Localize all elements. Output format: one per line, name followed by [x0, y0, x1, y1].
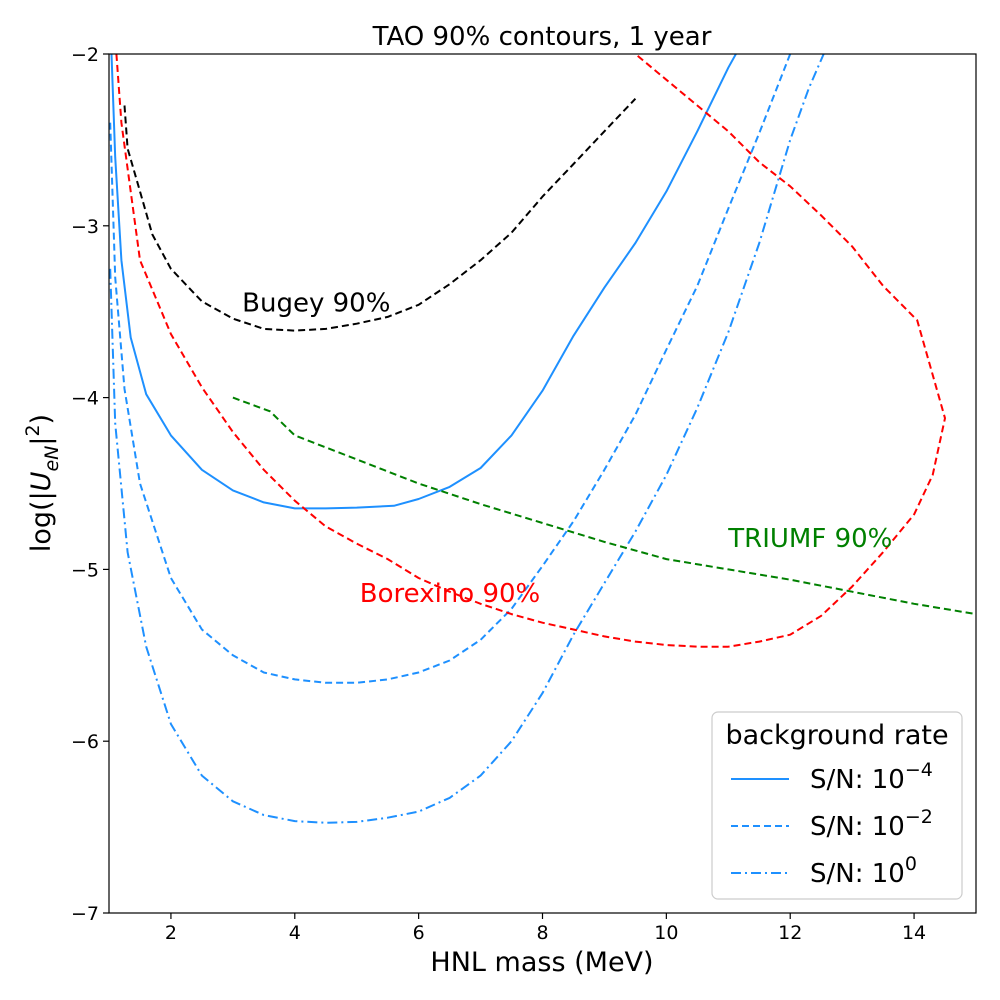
x-tick-label: 2: [165, 922, 177, 944]
y-tick-label: −3: [71, 216, 99, 238]
legend-label-sn_1e0: S/N: 100: [810, 853, 917, 889]
legend-box: [711, 711, 963, 900]
x-axis-ticks: 2 4 6 8 10 12 14: [165, 913, 926, 944]
x-tick-label: 4: [289, 922, 301, 944]
y-axis-label: log(|UeN|2): [22, 414, 63, 552]
annotation-bugey: Bugey 90%: [242, 289, 390, 319]
curve-sn_1e-2: [109, 54, 792, 684]
legend-title: background rate: [725, 720, 948, 751]
plot-annotations: Bugey 90% Borexino 90% TRIUMF 90%: [242, 289, 892, 609]
curve-bugey: [123, 98, 637, 332]
y-tick-label: −7: [71, 903, 99, 925]
legend: background rate S/N: 10−4 S/N: 10−2 S/N: 1…: [711, 711, 963, 900]
legend-label-sn_1e-2: S/N: 10−2: [810, 806, 933, 842]
y-tick-label: −2: [71, 44, 99, 66]
x-tick-label: 10: [654, 922, 678, 944]
y-tick-label: −5: [71, 559, 99, 581]
y-tick-label: −4: [71, 388, 99, 410]
x-tick-label: 6: [413, 922, 425, 944]
x-tick-label: 8: [536, 922, 548, 944]
curve-borexino: [115, 54, 946, 648]
x-tick-label: 14: [902, 922, 926, 944]
annotation-borexino: Borexino 90%: [360, 579, 540, 609]
legend-label-sn_1e-4: S/N: 10−4: [810, 759, 933, 795]
annotation-triumf: TRIUMF 90%: [727, 524, 892, 554]
chart-title: TAO 90% contours, 1 year: [372, 22, 712, 52]
x-tick-label: 12: [778, 922, 802, 944]
curve-sn_1e0: [109, 54, 825, 824]
curve-triumf: [232, 396, 976, 616]
plot-curves: [109, 54, 976, 824]
y-tick-label: −6: [71, 731, 99, 753]
curve-sn_1e-4: [110, 54, 738, 510]
y-axis-ticks: −7 −6 −5 −4 −3 −2: [71, 44, 109, 925]
x-axis-label: HNL mass (MeV): [430, 947, 653, 978]
